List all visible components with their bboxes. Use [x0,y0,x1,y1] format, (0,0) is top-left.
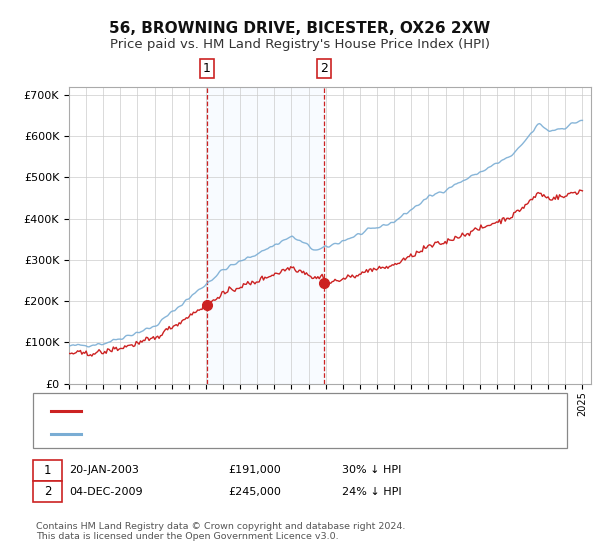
Text: 1: 1 [44,464,51,477]
Text: Price paid vs. HM Land Registry's House Price Index (HPI): Price paid vs. HM Land Registry's House … [110,38,490,51]
Text: 04-DEC-2009: 04-DEC-2009 [70,487,143,497]
Text: 30% ↓ HPI: 30% ↓ HPI [342,465,401,475]
Text: £191,000: £191,000 [228,465,281,475]
Text: 20-JAN-2003: 20-JAN-2003 [70,465,139,475]
Text: £245,000: £245,000 [228,487,281,497]
Bar [207,87,325,384]
Text: 2: 2 [44,485,51,498]
Text: 56, BROWNING DRIVE, BICESTER, OX26 2XW: 56, BROWNING DRIVE, BICESTER, OX26 2XW [109,21,491,36]
Text: 1: 1 [203,62,211,75]
Text: Contains HM Land Registry data © Crown copyright and database right 2024.
This d: Contains HM Land Registry data © Crown c… [36,522,406,542]
Text: HPI: Average price, detached house, Cherwell: HPI: Average price, detached house, Cher… [87,429,342,439]
Text: 2: 2 [320,62,328,75]
Text: 24% ↓ HPI: 24% ↓ HPI [342,487,401,497]
Text: 56, BROWNING DRIVE, BICESTER, OX26 2XW (detached house): 56, BROWNING DRIVE, BICESTER, OX26 2XW (… [87,406,439,416]
